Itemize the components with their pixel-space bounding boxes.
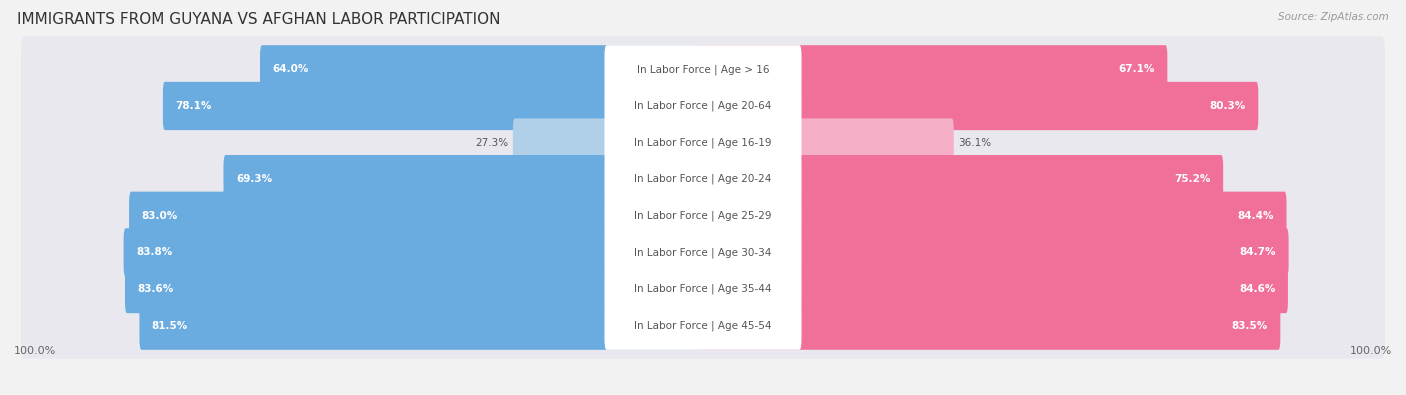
FancyBboxPatch shape [702,192,1286,240]
FancyBboxPatch shape [702,118,953,167]
FancyBboxPatch shape [605,82,801,130]
Text: In Labor Force | Age 30-34: In Labor Force | Age 30-34 [634,247,772,258]
Text: In Labor Force | Age 25-29: In Labor Force | Age 25-29 [634,211,772,221]
Text: 67.1%: 67.1% [1119,64,1154,74]
FancyBboxPatch shape [702,301,1281,350]
Text: Source: ZipAtlas.com: Source: ZipAtlas.com [1278,12,1389,22]
Text: 75.2%: 75.2% [1174,174,1211,184]
Text: 83.6%: 83.6% [138,284,173,294]
FancyBboxPatch shape [21,183,1385,249]
Text: 27.3%: 27.3% [475,137,508,148]
Text: In Labor Force | Age 16-19: In Labor Force | Age 16-19 [634,137,772,148]
FancyBboxPatch shape [605,192,801,240]
FancyBboxPatch shape [139,301,704,350]
FancyBboxPatch shape [260,45,704,94]
FancyBboxPatch shape [125,265,704,313]
FancyBboxPatch shape [605,155,801,203]
Text: In Labor Force | Age > 16: In Labor Force | Age > 16 [637,64,769,75]
FancyBboxPatch shape [21,293,1385,359]
FancyBboxPatch shape [21,110,1385,175]
FancyBboxPatch shape [605,228,801,276]
Text: 83.8%: 83.8% [136,247,173,258]
Text: 83.0%: 83.0% [142,211,177,221]
FancyBboxPatch shape [605,118,801,167]
Text: 64.0%: 64.0% [273,64,309,74]
FancyBboxPatch shape [702,265,1288,313]
FancyBboxPatch shape [605,265,801,313]
FancyBboxPatch shape [605,45,801,94]
FancyBboxPatch shape [21,146,1385,212]
Text: In Labor Force | Age 20-64: In Labor Force | Age 20-64 [634,101,772,111]
Text: In Labor Force | Age 45-54: In Labor Force | Age 45-54 [634,320,772,331]
Text: 84.6%: 84.6% [1239,284,1275,294]
FancyBboxPatch shape [21,256,1385,322]
FancyBboxPatch shape [129,192,704,240]
Text: 69.3%: 69.3% [236,174,271,184]
FancyBboxPatch shape [124,228,704,276]
Text: In Labor Force | Age 35-44: In Labor Force | Age 35-44 [634,284,772,294]
Text: 100.0%: 100.0% [1350,346,1392,356]
FancyBboxPatch shape [224,155,704,203]
Text: 81.5%: 81.5% [152,321,188,331]
Text: 78.1%: 78.1% [176,101,212,111]
Text: 84.7%: 84.7% [1240,247,1277,258]
Text: 84.4%: 84.4% [1237,211,1274,221]
Text: IMMIGRANTS FROM GUYANA VS AFGHAN LABOR PARTICIPATION: IMMIGRANTS FROM GUYANA VS AFGHAN LABOR P… [17,12,501,27]
FancyBboxPatch shape [513,118,704,167]
Text: 100.0%: 100.0% [14,346,56,356]
Text: 83.5%: 83.5% [1232,321,1268,331]
FancyBboxPatch shape [21,36,1385,102]
FancyBboxPatch shape [163,82,704,130]
FancyBboxPatch shape [605,301,801,350]
Text: In Labor Force | Age 20-24: In Labor Force | Age 20-24 [634,174,772,184]
FancyBboxPatch shape [21,220,1385,285]
FancyBboxPatch shape [702,155,1223,203]
Text: 36.1%: 36.1% [959,137,991,148]
FancyBboxPatch shape [21,73,1385,139]
FancyBboxPatch shape [702,82,1258,130]
FancyBboxPatch shape [702,228,1289,276]
FancyBboxPatch shape [702,45,1167,94]
Text: 80.3%: 80.3% [1209,101,1246,111]
